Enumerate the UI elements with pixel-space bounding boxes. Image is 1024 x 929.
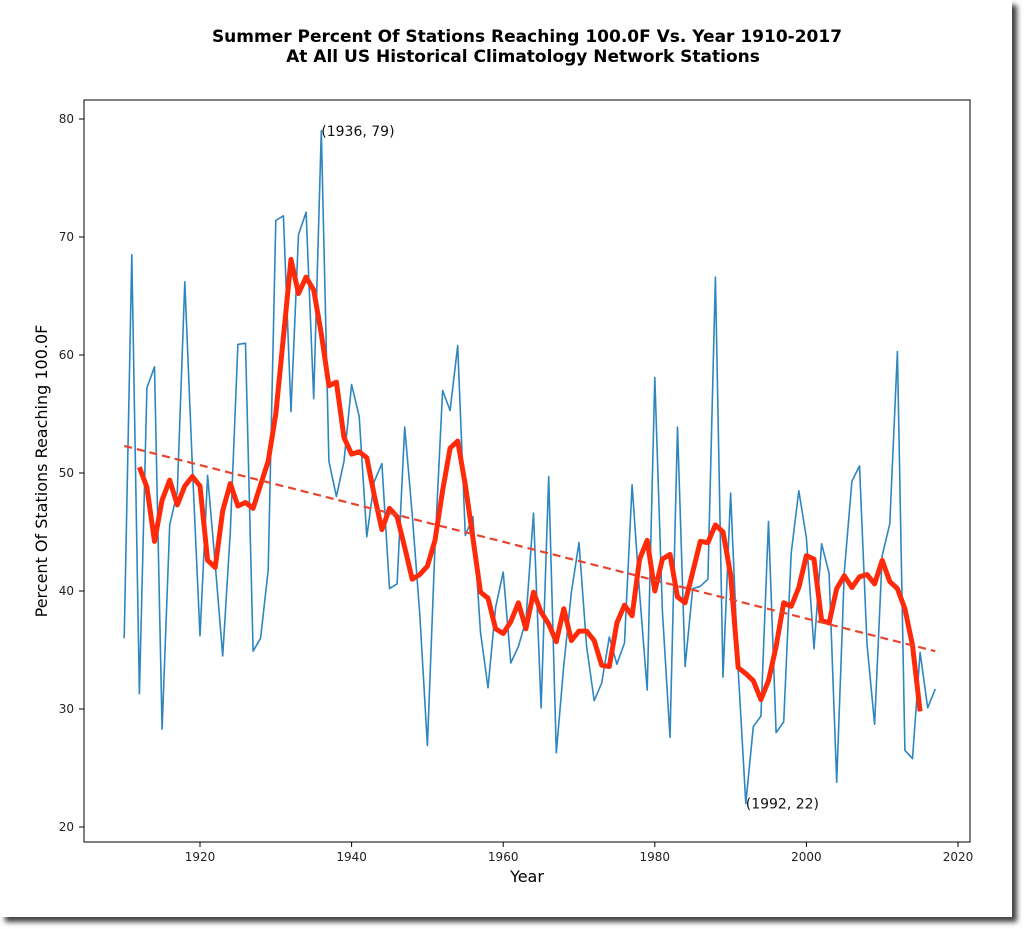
y-tick-label: 80 xyxy=(59,112,74,126)
y-tick-label: 50 xyxy=(59,466,74,480)
y-axis: 20 30 40 50 60 70 80 xyxy=(59,112,84,834)
y-tick-label: 70 xyxy=(59,230,74,244)
plot-lines xyxy=(123,130,937,805)
x-tick-label: 1980 xyxy=(640,850,671,864)
point-annotation: (1936, 79) xyxy=(321,124,394,140)
trend-line xyxy=(123,444,936,653)
x-axis-label: Year xyxy=(509,867,544,886)
annual-series-line xyxy=(123,130,937,805)
running-mean-line xyxy=(137,256,923,712)
y-tick-label: 30 xyxy=(59,702,74,716)
chart-subtitle: At All US Historical Climatology Network… xyxy=(286,47,760,67)
x-tick-label: 2020 xyxy=(943,850,974,864)
annotations: (1936, 79) (1992, 22) xyxy=(321,124,819,813)
x-tick-label: 1920 xyxy=(185,850,216,864)
axes-frame xyxy=(83,99,971,843)
y-tick-label: 40 xyxy=(59,584,74,598)
x-tick-label: 1940 xyxy=(336,850,367,864)
y-tick-label: 60 xyxy=(59,348,74,362)
point-annotation: (1992, 22) xyxy=(746,796,819,812)
x-axis: 1920 1940 1960 1980 2000 2020 xyxy=(185,842,974,864)
x-tick-label: 2000 xyxy=(791,850,822,864)
y-tick-label: 20 xyxy=(59,820,74,834)
x-tick-label: 1960 xyxy=(488,850,519,864)
y-axis-label: Percent Of Stations Reaching 100.0F xyxy=(32,325,51,618)
chart-title: Summer Percent Of Stations Reaching 100.… xyxy=(212,27,842,47)
figure-frame xyxy=(0,0,1012,917)
